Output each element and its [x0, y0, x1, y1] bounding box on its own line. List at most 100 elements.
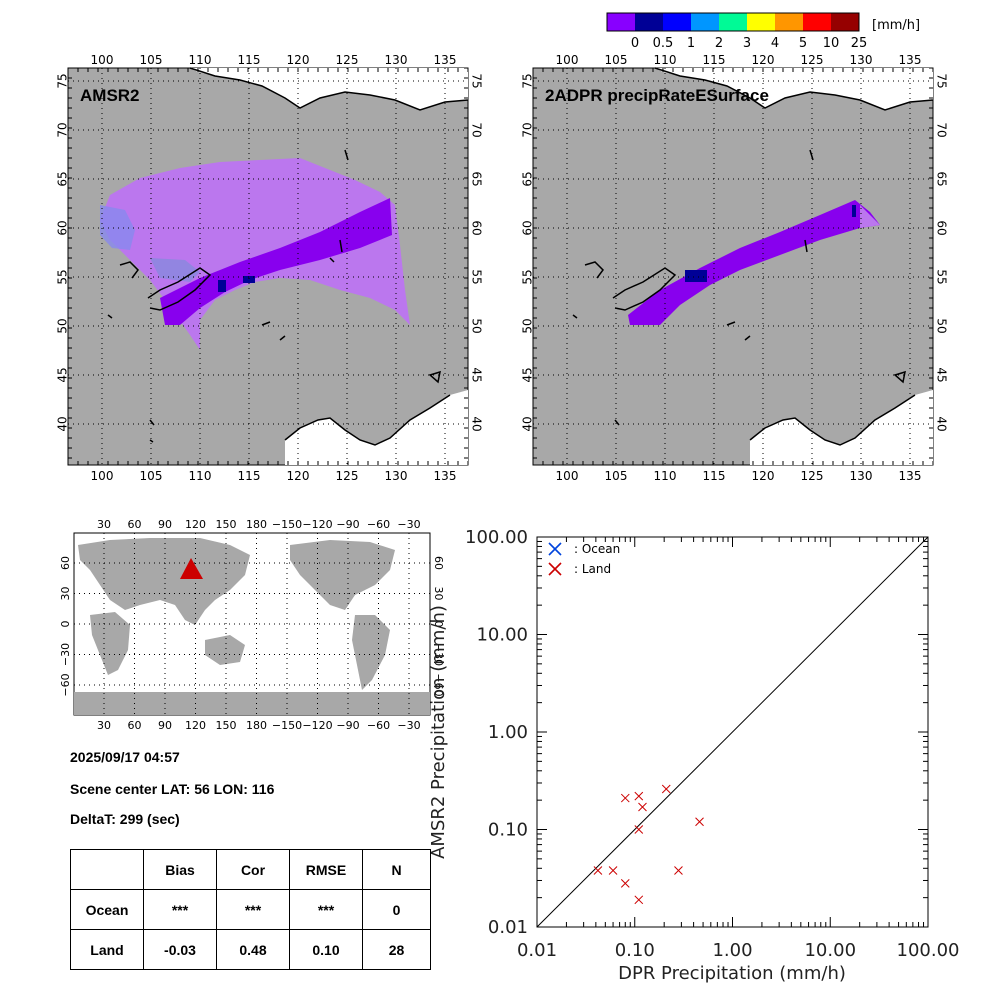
lon-tick-bottom: 125 [801, 469, 824, 483]
lat-tick-right: 65 [935, 171, 949, 186]
lat-tick-left: 60 [56, 220, 70, 235]
globe-lon-tick-bottom: 90 [158, 719, 172, 732]
globe-lon-tick-bottom: 30 [97, 719, 111, 732]
globe-lon-tick-bottom: −30 [397, 719, 420, 732]
lat-tick-left: 65 [521, 171, 535, 186]
scene-datetime: 2025/09/17 04:57 [70, 749, 180, 765]
lon-tick-top: 100 [91, 53, 114, 67]
legend-tick-label: 4 [771, 36, 779, 51]
rmse-cell: *** [289, 889, 363, 930]
scatter-point [634, 825, 644, 834]
lat-tick-left: 45 [521, 367, 535, 382]
map-amsr2: AMSR2 1001001051051101101151151201201251… [56, 53, 484, 483]
cor-cell: 0.48 [216, 929, 290, 970]
globe-lon-tick-top: 120 [185, 518, 206, 531]
lon-tick-bottom: 105 [605, 469, 628, 483]
lon-tick-top: 125 [336, 53, 359, 67]
lat-tick-left: 40 [56, 416, 70, 431]
n-cell: 28 [362, 929, 431, 970]
lat-tick-left: 75 [521, 73, 535, 88]
y-tick-label: 10.00 [476, 625, 528, 646]
lat-tick-left: 70 [56, 122, 70, 137]
delta-t: DeltaT: 299 (sec) [70, 811, 180, 827]
map-white-region-north [190, 68, 468, 110]
lon-tick-top: 125 [801, 53, 824, 67]
continent-antarctica [74, 692, 430, 715]
map-title: AMSR2 [80, 86, 140, 105]
map-white-region-south [285, 390, 468, 465]
map-dpr: 2ADPR precipRateESurface 100 100 105 105 110… [521, 53, 949, 483]
scatter-ticks: 0.010.01 0.10 0.10 1.00 1.00 10.00 10.00 100.00… [465, 527, 959, 961]
amsr2-heavy-cell [218, 280, 226, 292]
scatter-point [634, 791, 644, 801]
legend-marker-x-icon [548, 562, 562, 576]
table-row: Land -0.03 0.48 0.10 28 [70, 929, 431, 970]
globe-lon-tick-top: −60 [367, 518, 390, 531]
lon-tick-top: 130 [850, 53, 873, 67]
legend-unit: [mm/h] [872, 18, 920, 33]
globe-lon-tick-bottom: −150 [272, 719, 302, 732]
lat-tick-right: 75 [470, 73, 484, 88]
lat-tick-left: 55 [56, 269, 70, 284]
lon-tick-top: 105 [605, 53, 628, 67]
row-label: Land [70, 929, 144, 970]
globe-lon-tick-top: −150 [272, 518, 302, 531]
legend-tick-label: 2 [715, 36, 723, 51]
lat-tick-right: 70 [935, 122, 949, 137]
globe-lat-tick-right: −60 [432, 673, 445, 696]
scatter-point [620, 879, 630, 888]
table-row: Ocean *** *** *** 0 [70, 889, 431, 930]
scatter-point [661, 784, 671, 794]
dpr-heavy-cell [852, 205, 856, 217]
amsr2-precip-patch [100, 205, 135, 250]
legend-marker-x-icon [548, 542, 562, 556]
globe-map: 303060609090120120150150180180−150−150−1… [59, 518, 445, 732]
x-tick-label: 1.00 [712, 940, 752, 961]
lon-tick-bottom: 115 [238, 469, 261, 483]
legend-label: : Ocean [574, 542, 620, 556]
globe-lat-tick-left: 60 [59, 556, 72, 570]
lon-tick-bottom: 110 [654, 469, 677, 483]
globe-lon-tick-bottom: 150 [216, 719, 237, 732]
table-header-cell: Cor [216, 849, 290, 890]
map-white-region-north [655, 68, 933, 110]
lon-tick-bottom: 100 [556, 469, 579, 483]
lat-tick-right: 60 [935, 220, 949, 235]
scene-center: Scene center LAT: 56 LON: 116 [70, 781, 275, 797]
map-ticks: 100 100 105 105 110 110 115 115 120 120 125 125 130 1… [56, 53, 484, 483]
globe-lat-tick-left: 30 [59, 587, 72, 601]
legend-label: : Land [574, 562, 611, 576]
table-header-cell: Bias [143, 849, 217, 890]
map-gridlines [68, 68, 468, 465]
globe-lon-tick-bottom: 180 [246, 719, 267, 732]
table-header-cell: RMSE [289, 849, 363, 890]
y-tick-label: 0.01 [488, 917, 528, 938]
lat-tick-right: 50 [470, 318, 484, 333]
row-label: Ocean [70, 889, 144, 930]
lat-tick-right: 70 [470, 122, 484, 137]
legend-swatch [775, 13, 803, 31]
globe-lon-tick-top: 60 [128, 518, 142, 531]
globe-lon-tick-top: −120 [302, 518, 332, 531]
lat-tick-left: 45 [56, 367, 70, 382]
amsr2-swath [160, 198, 392, 325]
continent-africa [90, 612, 130, 675]
x-tick-label: 0.10 [615, 940, 655, 961]
lon-tick-bottom: 120 [287, 469, 310, 483]
continent-north-america [290, 540, 395, 610]
stats-table: Bias Cor RMSE N Ocean *** *** *** 0 Land… [70, 849, 431, 970]
globe-lat-tick-right: 30 [432, 587, 445, 601]
lon-tick-top: 130 [385, 53, 408, 67]
lon-tick-top: 135 [434, 53, 457, 67]
legend-tick-label: 1 [687, 36, 695, 51]
lon-tick-top: 120 [287, 53, 310, 67]
y-tick-label: 1.00 [488, 722, 528, 743]
legend-tick-label: 10 [823, 36, 840, 51]
legend-tick-label: 0.5 [653, 36, 674, 51]
dpr-swath-edge [860, 205, 880, 228]
lon-tick-bottom: 130 [850, 469, 873, 483]
lat-tick-right: 40 [935, 416, 949, 431]
lon-tick-bottom: 135 [434, 469, 457, 483]
continent-eurasia [78, 538, 250, 625]
x-tick-label: 100.00 [897, 940, 960, 961]
